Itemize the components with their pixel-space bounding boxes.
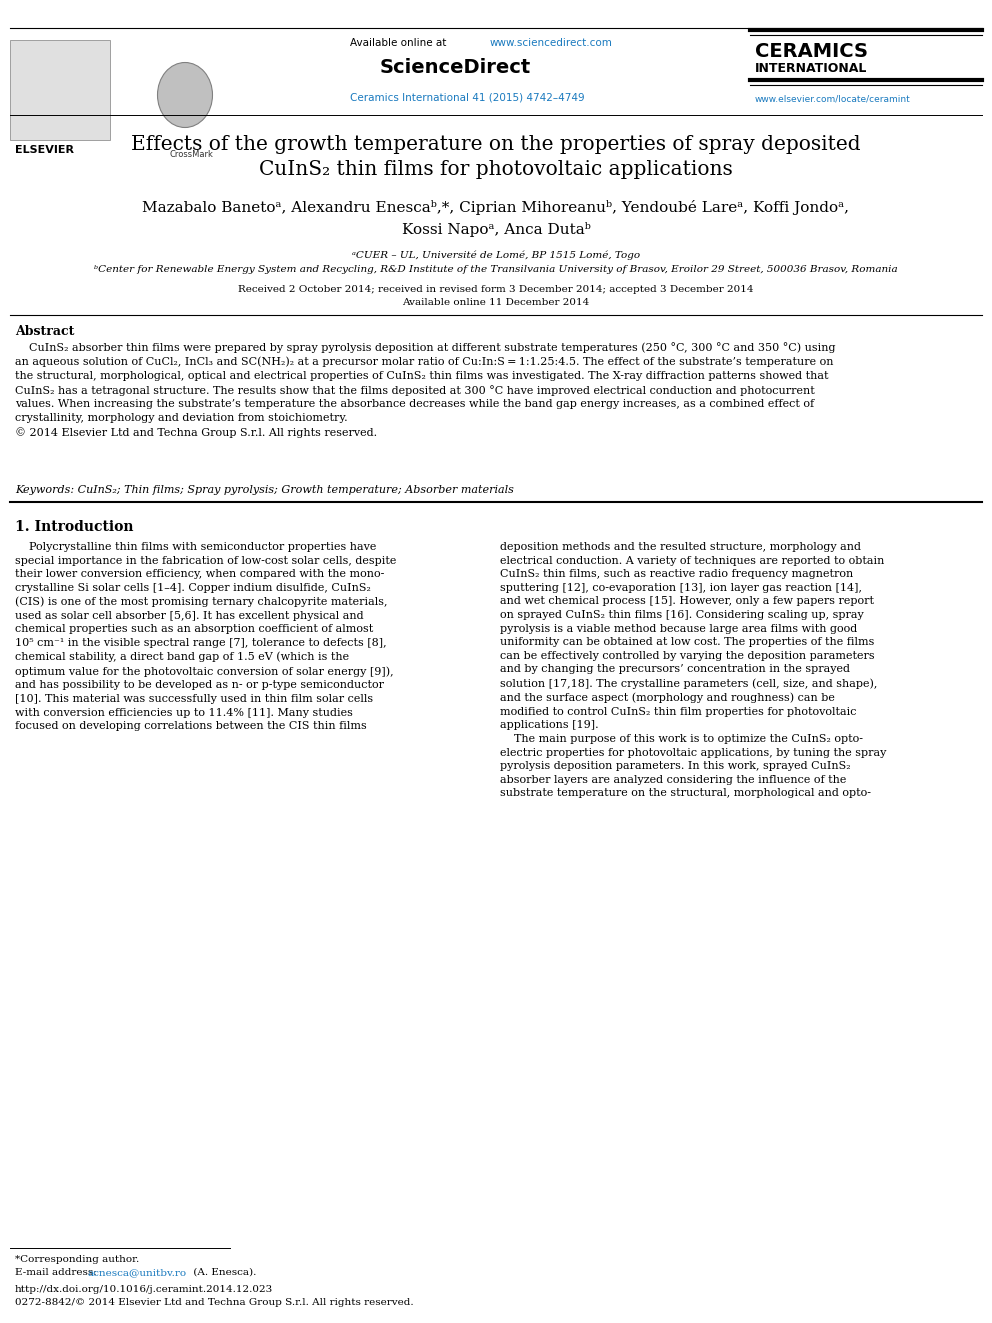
Text: www.elsevier.com/locate/ceramint: www.elsevier.com/locate/ceramint bbox=[755, 95, 911, 105]
Text: Available online 11 December 2014: Available online 11 December 2014 bbox=[403, 298, 589, 307]
Text: Kossi Napoᵃ, Anca Dutaᵇ: Kossi Napoᵃ, Anca Dutaᵇ bbox=[402, 222, 590, 237]
Text: Abstract: Abstract bbox=[15, 325, 74, 337]
Text: E-mail address:: E-mail address: bbox=[15, 1267, 100, 1277]
Text: CuInS₂ thin films for photovoltaic applications: CuInS₂ thin films for photovoltaic appli… bbox=[259, 160, 733, 179]
Bar bbox=[10, 40, 110, 140]
Text: Available online at: Available online at bbox=[350, 38, 449, 48]
Text: www.sciencedirect.com: www.sciencedirect.com bbox=[490, 38, 613, 48]
Text: ScienceDirect: ScienceDirect bbox=[380, 58, 532, 77]
Text: acnesca@unitbv.ro: acnesca@unitbv.ro bbox=[87, 1267, 186, 1277]
Text: (A. Enesca).: (A. Enesca). bbox=[190, 1267, 256, 1277]
Text: CuInS₂ absorber thin films were prepared by spray pyrolysis deposition at differ: CuInS₂ absorber thin films were prepared… bbox=[15, 343, 835, 438]
Text: Keywords: CuInS₂; Thin films; Spray pyrolysis; Growth temperature; Absorber mate: Keywords: CuInS₂; Thin films; Spray pyro… bbox=[15, 486, 514, 495]
Text: INTERNATIONAL: INTERNATIONAL bbox=[755, 62, 867, 75]
Text: CrossMark: CrossMark bbox=[170, 149, 214, 159]
Text: Ceramics International 41 (2015) 4742–4749: Ceramics International 41 (2015) 4742–47… bbox=[350, 93, 584, 102]
Text: CERAMICS: CERAMICS bbox=[755, 42, 868, 61]
Text: Polycrystalline thin films with semiconductor properties have
special importance: Polycrystalline thin films with semicond… bbox=[15, 542, 397, 732]
Ellipse shape bbox=[158, 62, 212, 127]
Text: ᵃCUER – UL, Université de Lomé, BP 1515 Lomé, Togo: ᵃCUER – UL, Université de Lomé, BP 1515 … bbox=[352, 250, 640, 259]
Text: deposition methods and the resulted structure, morphology and
electrical conduct: deposition methods and the resulted stru… bbox=[500, 542, 887, 799]
Text: Effects of the growth temperature on the properties of spray deposited: Effects of the growth temperature on the… bbox=[131, 135, 861, 153]
Text: http://dx.doi.org/10.1016/j.ceramint.2014.12.023: http://dx.doi.org/10.1016/j.ceramint.201… bbox=[15, 1285, 273, 1294]
Text: 1. Introduction: 1. Introduction bbox=[15, 520, 134, 534]
Text: ᵇCenter for Renewable Energy System and Recycling, R&D Institute of the Transilv: ᵇCenter for Renewable Energy System and … bbox=[94, 265, 898, 274]
Text: Received 2 October 2014; received in revised form 3 December 2014; accepted 3 De: Received 2 October 2014; received in rev… bbox=[238, 284, 754, 294]
Text: Mazabalo Banetoᵃ, Alexandru Enescaᵇ,*, Ciprian Mihoreanuᵇ, Yendoubé Lareᵃ, Koffi: Mazabalo Banetoᵃ, Alexandru Enescaᵇ,*, C… bbox=[143, 200, 849, 216]
Text: 0272-8842/© 2014 Elsevier Ltd and Techna Group S.r.l. All rights reserved.: 0272-8842/© 2014 Elsevier Ltd and Techna… bbox=[15, 1298, 414, 1307]
Text: ELSEVIER: ELSEVIER bbox=[15, 146, 74, 155]
Text: *Corresponding author.: *Corresponding author. bbox=[15, 1256, 139, 1263]
